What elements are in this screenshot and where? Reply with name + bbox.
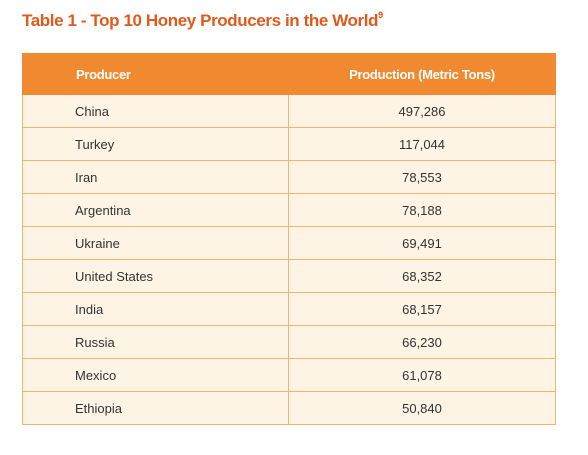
table-row: Mexico 61,078 (22, 358, 556, 392)
table-row: India 68,157 (22, 292, 556, 326)
production-cell: 66,230 (288, 325, 556, 359)
footnote-marker: 9 (378, 10, 383, 20)
table-title-text: Table 1 - Top 10 Honey Producers in the … (22, 11, 379, 30)
table-row: Ethiopia 50,840 (22, 391, 556, 425)
production-cell: 68,157 (288, 292, 556, 326)
producer-cell: Mexico (22, 358, 289, 392)
producer-cell: Iran (22, 160, 289, 194)
producer-cell: Turkey (22, 127, 289, 161)
production-cell: 50,840 (288, 391, 556, 425)
table-row: Ukraine 69,491 (22, 226, 556, 260)
honey-producers-table: Producer Production (Metric Tons) China … (22, 53, 556, 425)
production-cell: 68,352 (288, 259, 556, 293)
production-cell: 117,044 (288, 127, 556, 161)
production-cell: 497,286 (288, 94, 556, 128)
table-row: Turkey 117,044 (22, 127, 556, 161)
production-cell: 78,553 (288, 160, 556, 194)
producer-cell: Ukraine (22, 226, 289, 260)
production-cell: 61,078 (288, 358, 556, 392)
column-header-producer: Producer (22, 53, 289, 95)
table-row: Iran 78,553 (22, 160, 556, 194)
producer-cell: Russia (22, 325, 289, 359)
table-title: Table 1 - Top 10 Honey Producers in the … (22, 10, 383, 31)
column-header-production: Production (Metric Tons) (288, 53, 556, 95)
table-row: China 497,286 (22, 94, 556, 128)
production-cell: 69,491 (288, 226, 556, 260)
table-row: Russia 66,230 (22, 325, 556, 359)
producer-cell: China (22, 94, 289, 128)
table-row: Argentina 78,188 (22, 193, 556, 227)
producer-cell: Ethiopia (22, 391, 289, 425)
producer-cell: United States (22, 259, 289, 293)
table-header-row: Producer Production (Metric Tons) (22, 53, 556, 95)
table-row: United States 68,352 (22, 259, 556, 293)
producer-cell: Argentina (22, 193, 289, 227)
producer-cell: India (22, 292, 289, 326)
production-cell: 78,188 (288, 193, 556, 227)
